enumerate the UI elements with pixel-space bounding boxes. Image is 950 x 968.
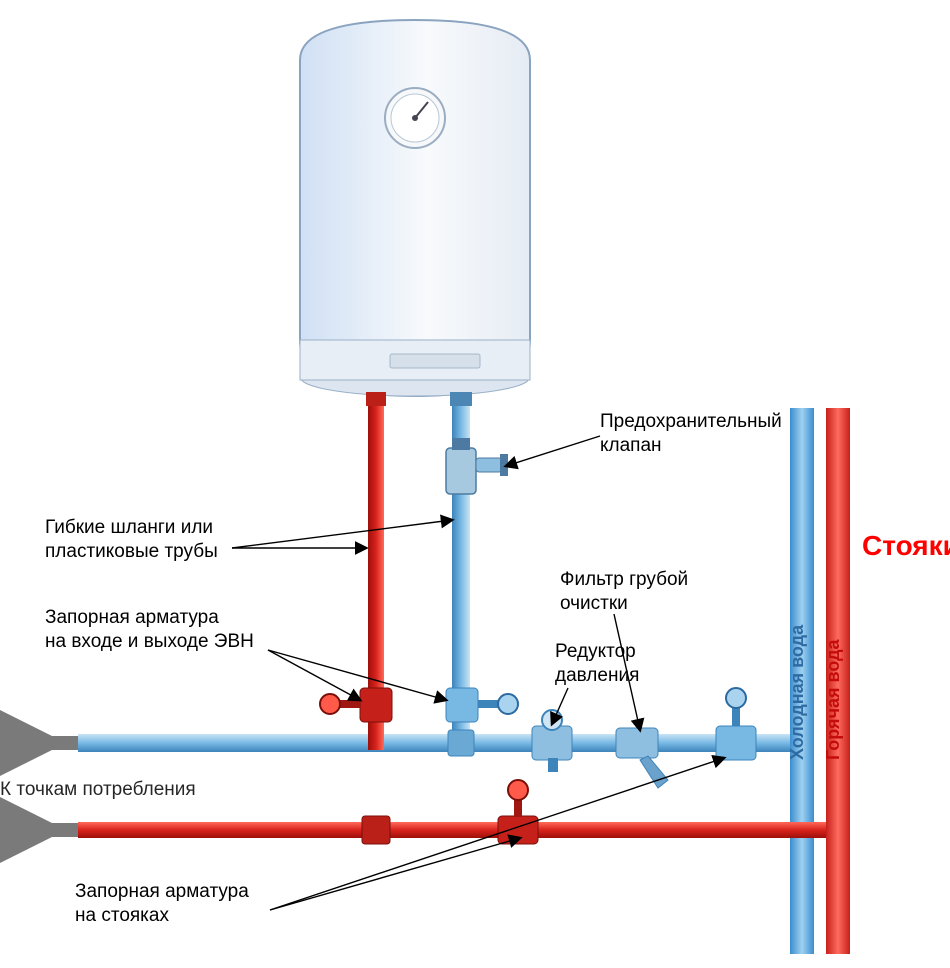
label-flex-hoses: Гибкие шланги или пластиковые трубы	[45, 516, 218, 564]
label-consumption: К точкам потребления	[0, 778, 196, 802]
diagram-canvas: Холодная вода Горячая вода	[0, 0, 950, 968]
hot-pipe-horiz	[78, 822, 826, 838]
label-safety-valve: Предохранительный клапан	[600, 410, 782, 458]
label-risers-title: Стояки	[862, 528, 950, 563]
valve-hot-branch	[498, 780, 538, 844]
label-shutoff-io: Запорная арматура на входе и выходе ЭВН	[45, 606, 254, 654]
pressure-reducer	[532, 710, 572, 772]
leader-lines	[232, 436, 724, 910]
label-pressure-reducer: Редуктор давления	[555, 640, 639, 688]
hot-tee	[362, 816, 390, 844]
valve-riser-cold	[716, 688, 756, 760]
valve-hot-inlet	[320, 688, 392, 722]
label-coarse-filter: Фильтр грубой очистки	[560, 568, 688, 616]
riser-hot-text: Горячая вода	[823, 638, 843, 760]
label-shutoff-risers: Запорная арматура на стояках	[75, 880, 249, 928]
cold-tee-joint	[448, 730, 474, 756]
valve-cold-inlet	[446, 688, 518, 722]
safety-valve	[446, 438, 508, 494]
cold-pipe-horiz	[78, 734, 790, 752]
water-heater	[300, 20, 530, 396]
